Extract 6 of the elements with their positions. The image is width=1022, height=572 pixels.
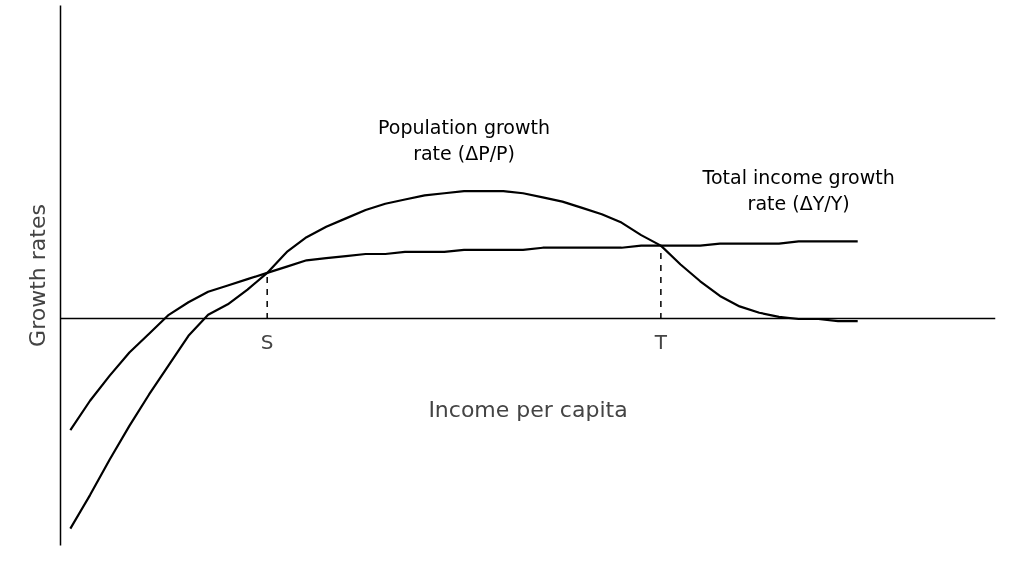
- x-tick-label: T: [653, 330, 668, 354]
- x-tick-label: S: [260, 330, 274, 354]
- series-label: Total income growth rate (ΔY/Y): [701, 166, 895, 215]
- series-label: Population growth rate (ΔP/P): [378, 115, 551, 165]
- x-axis-title: Income per capita: [428, 396, 628, 422]
- y-axis-title: Growth rates: [24, 204, 50, 347]
